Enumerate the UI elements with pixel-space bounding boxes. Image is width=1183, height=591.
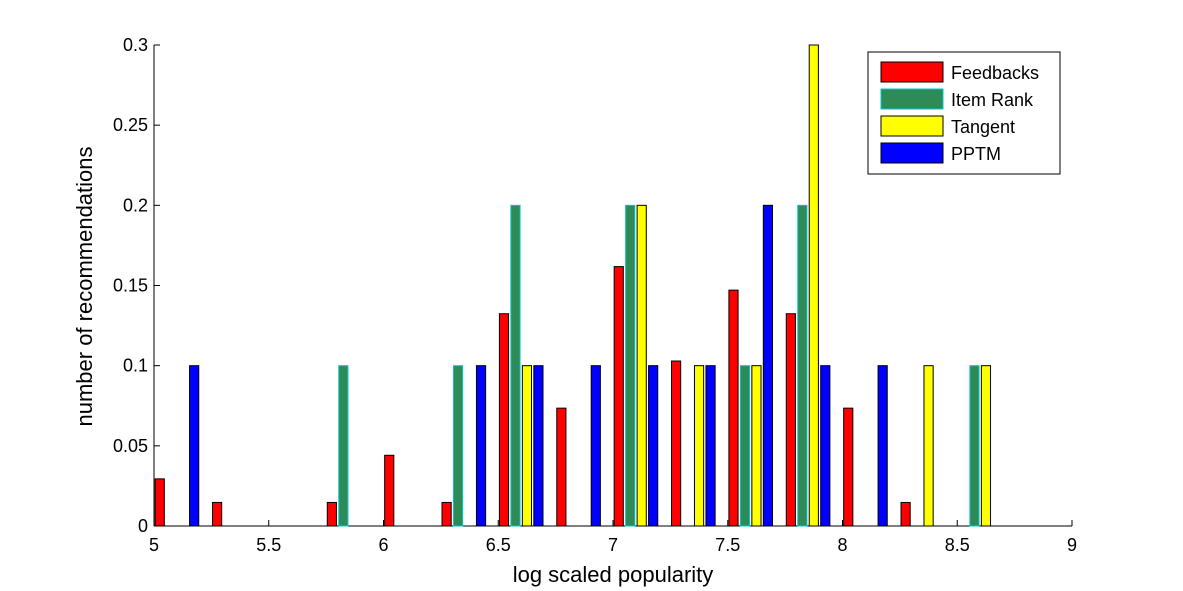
- x-tick-label: 7: [608, 535, 618, 555]
- bar-item-rank-5: [453, 365, 464, 527]
- bar-feedbacks-5: [441, 501, 452, 527]
- bar-tangent-10: [751, 365, 762, 527]
- bar-item-rank-10: [739, 365, 751, 527]
- bar-item-rank-6: [510, 204, 521, 527]
- bar-feedbacks-8: [613, 266, 624, 527]
- x-tick-label: 6.5: [486, 535, 511, 555]
- x-tick-label: 8: [837, 535, 847, 555]
- bar-item-rank-8: [625, 204, 636, 527]
- bar-pptm-10: [762, 204, 774, 527]
- bar-feedbacks-12: [843, 407, 854, 527]
- bar-pptm-9: [705, 365, 716, 527]
- legend-label-item-rank: Item Rank: [951, 90, 1034, 110]
- bar-pptm-0: [189, 365, 200, 527]
- legend-swatch-feedbacks: [880, 61, 944, 83]
- y-tick-label: 0.3: [123, 35, 148, 55]
- x-tick-label: 9: [1067, 535, 1077, 555]
- y-axis-label: number of recommendations: [72, 146, 97, 426]
- y-tick-label: 0.2: [123, 195, 148, 215]
- y-tick-label: 0.05: [113, 436, 148, 456]
- y-tick-label: 0.1: [123, 356, 148, 376]
- bar-tangent-6: [521, 365, 533, 527]
- y-tick-label: 0.25: [113, 115, 148, 135]
- bar-pptm-12: [877, 365, 888, 527]
- legend-swatch-item-rank: [880, 88, 944, 110]
- x-tick-label: 6: [378, 535, 388, 555]
- bar-feedbacks-11: [785, 313, 796, 527]
- bar-tangent-14: [980, 365, 992, 527]
- legend-label-tangent: Tangent: [951, 117, 1015, 137]
- bar-feedbacks-3: [326, 501, 337, 527]
- bars: [154, 44, 992, 527]
- x-tick-label: 7.5: [715, 535, 740, 555]
- bar-tangent-8: [636, 204, 647, 527]
- bar-item-rank-3: [338, 365, 349, 527]
- x-tick-label: 5: [149, 535, 159, 555]
- bar-pptm-8: [648, 365, 659, 527]
- x-tick-label: 8.5: [945, 535, 970, 555]
- bar-feedbacks-0: [154, 478, 165, 527]
- bar-item-rank-14: [969, 365, 980, 527]
- legend: Feedbacks Item Rank Tangent PPTM: [867, 51, 1061, 175]
- bar-pptm-11: [820, 365, 831, 527]
- bar-feedbacks-4: [384, 454, 395, 527]
- legend-swatch-pptm: [880, 142, 944, 164]
- legend-label-pptm: PPTM: [951, 144, 1001, 164]
- bar-feedbacks-9: [671, 360, 682, 527]
- bar-feedbacks-13: [900, 501, 911, 527]
- bar-pptm-6: [533, 365, 544, 527]
- y-tick-label: 0.15: [113, 276, 148, 296]
- bar-feedbacks-6: [498, 313, 510, 527]
- bar-tangent-11: [808, 44, 819, 527]
- legend-label-feedbacks: Feedbacks: [951, 63, 1039, 83]
- bar-tangent-9: [693, 365, 705, 527]
- x-axis-label: log scaled popularity: [513, 562, 714, 587]
- bar-pptm-7: [590, 365, 601, 527]
- bar-feedbacks-1: [212, 501, 223, 527]
- bar-tangent-13: [923, 365, 934, 527]
- bar-feedbacks-7: [556, 407, 567, 527]
- y-tick-label: 0: [138, 516, 148, 536]
- legend-swatch-tangent: [880, 115, 944, 137]
- x-tick-label: 5.5: [256, 535, 281, 555]
- bar-feedbacks-10: [728, 289, 739, 527]
- ticks: 5 5.5 6 6.5 7 7.5 8 8.5 9 0 0.05 0.1 0.15 0.2 0.25 0.3: [113, 35, 1077, 555]
- bar-item-rank-11: [797, 204, 808, 527]
- bar-pptm-5: [475, 365, 487, 527]
